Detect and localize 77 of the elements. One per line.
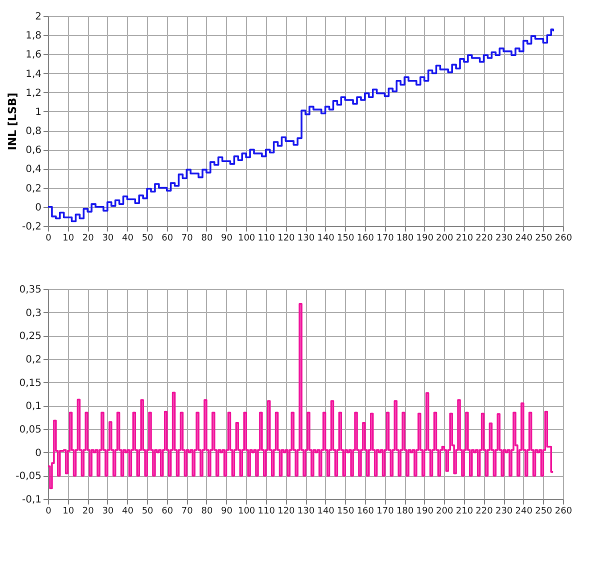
x-tick-label: 120 [278, 506, 296, 516]
x-tick-label: 160 [356, 506, 374, 516]
x-tick-label: 130 [297, 234, 315, 244]
x-tick-label: 180 [396, 234, 414, 244]
x-tick-label: 50 [142, 234, 154, 244]
y-tick-label: 1,4 [26, 68, 42, 80]
x-tick-label: 50 [142, 506, 154, 516]
y-tick-label: 1,2 [26, 88, 42, 99]
x-tick-label: 70 [181, 506, 194, 516]
y-tick-label: 0,15 [19, 378, 42, 389]
x-tick-label: 90 [221, 234, 233, 244]
y-tick-label: 0,05 [19, 424, 42, 436]
x-tick-label: 10 [62, 506, 74, 516]
x-tick-label: 80 [201, 506, 213, 516]
x-tick-label: 150 [337, 506, 354, 516]
x-tick-label: 60 [162, 234, 174, 244]
x-tick-label: 110 [258, 234, 276, 244]
x-tick-label: 20 [82, 506, 94, 516]
y-tick-label: 0,1 [26, 401, 42, 412]
x-tick-label: 240 [515, 234, 533, 244]
y-tick-label: -0,2 [22, 222, 42, 232]
y-tick-label: -0,1 [22, 494, 42, 506]
x-tick-label: 20 [82, 234, 94, 244]
x-tick-label: 70 [181, 234, 194, 244]
x-tick-label: 80 [201, 234, 213, 244]
x-tick-label: 110 [258, 506, 276, 516]
y-tick-label: 0,6 [26, 145, 42, 156]
x-tick-label: 190 [416, 234, 434, 244]
x-tick-label: 250 [535, 234, 553, 244]
x-tick-label: 120 [278, 234, 296, 244]
y-tick-label: 0 [35, 202, 42, 214]
x-tick-label: 230 [495, 506, 513, 516]
y-axis-title: INL [LSB] [6, 92, 19, 150]
x-tick-label: 100 [238, 234, 256, 244]
y-tick-label: 0,2 [26, 354, 42, 366]
y-tick-label: 1,8 [26, 30, 42, 42]
x-tick-label: 210 [456, 506, 474, 516]
x-tick-label: 250 [535, 506, 553, 516]
y-tick-label: 1,6 [26, 50, 42, 61]
y-tick-label: -0,05 [16, 471, 42, 482]
x-tick-label: 0 [46, 234, 52, 244]
x-tick-label: 130 [297, 506, 315, 516]
x-tick-label: 100 [238, 506, 256, 516]
x-tick-label: 40 [122, 506, 134, 516]
y-tick-label: 0,8 [26, 126, 42, 138]
x-tick-label: 200 [436, 234, 454, 244]
x-tick-label: 140 [317, 506, 335, 516]
y-tick-label: 0,4 [26, 164, 42, 176]
x-tick-label: 220 [476, 234, 494, 244]
y-tick-label: 0,2 [26, 183, 42, 194]
x-tick-label: 260 [554, 506, 572, 516]
y-tick-label: 1 [35, 106, 42, 118]
x-tick-label: 240 [515, 506, 533, 516]
x-tick-label: 200 [436, 506, 454, 516]
y-tick-label: 2 [35, 12, 42, 22]
x-tick-label: 30 [102, 506, 114, 516]
x-tick-label: 150 [337, 234, 354, 244]
x-tick-label: 220 [476, 506, 494, 516]
x-tick-label: 170 [376, 234, 394, 244]
x-tick-label: 30 [102, 234, 114, 244]
y-tick-label: 0,25 [19, 331, 42, 342]
x-tick-label: 10 [62, 234, 74, 244]
x-tick-label: 90 [221, 506, 233, 516]
x-tick-label: 260 [554, 234, 572, 244]
x-tick-label: 210 [456, 234, 474, 244]
x-tick-label: 60 [162, 506, 174, 516]
y-tick-label: 0 [35, 448, 42, 459]
y-tick-label: 0,35 [19, 284, 42, 296]
x-tick-label: 40 [122, 234, 134, 244]
x-tick-label: 190 [416, 506, 434, 516]
x-tick-label: 170 [376, 506, 394, 516]
x-tick-label: 180 [396, 506, 414, 516]
x-tick-label: 230 [495, 234, 513, 244]
x-tick-label: 160 [356, 234, 374, 244]
x-tick-label: 0 [46, 506, 52, 516]
x-tick-label: 140 [317, 234, 335, 244]
y-tick-label: 0,3 [26, 308, 42, 319]
